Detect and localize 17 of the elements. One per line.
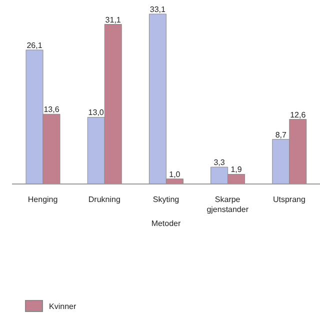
data-label: 1,9 [230, 165, 242, 174]
x-tick-label: Henging [28, 195, 58, 204]
data-label: 13,6 [44, 105, 60, 114]
data-label: 33,1 [150, 5, 166, 14]
data-label: 31,1 [105, 15, 122, 24]
x-tick-label: Drukning [88, 195, 120, 204]
x-tick-label: Skyting [152, 195, 180, 204]
legend-label: Kvinner [49, 302, 76, 310]
data-label: 8,7 [275, 130, 288, 140]
data-label: 1,0 [169, 170, 181, 179]
data-label: 12,6 [290, 110, 306, 120]
data-label: 26,1 [26, 40, 43, 50]
data-label: 3,3 [214, 158, 226, 168]
x-tick-label: Utsprang [272, 195, 306, 204]
x-tick-label: Skarpe gjenstander [206, 195, 249, 214]
data-label: 13,0 [88, 108, 104, 118]
x-axis-title: Metoder [151, 219, 182, 228]
